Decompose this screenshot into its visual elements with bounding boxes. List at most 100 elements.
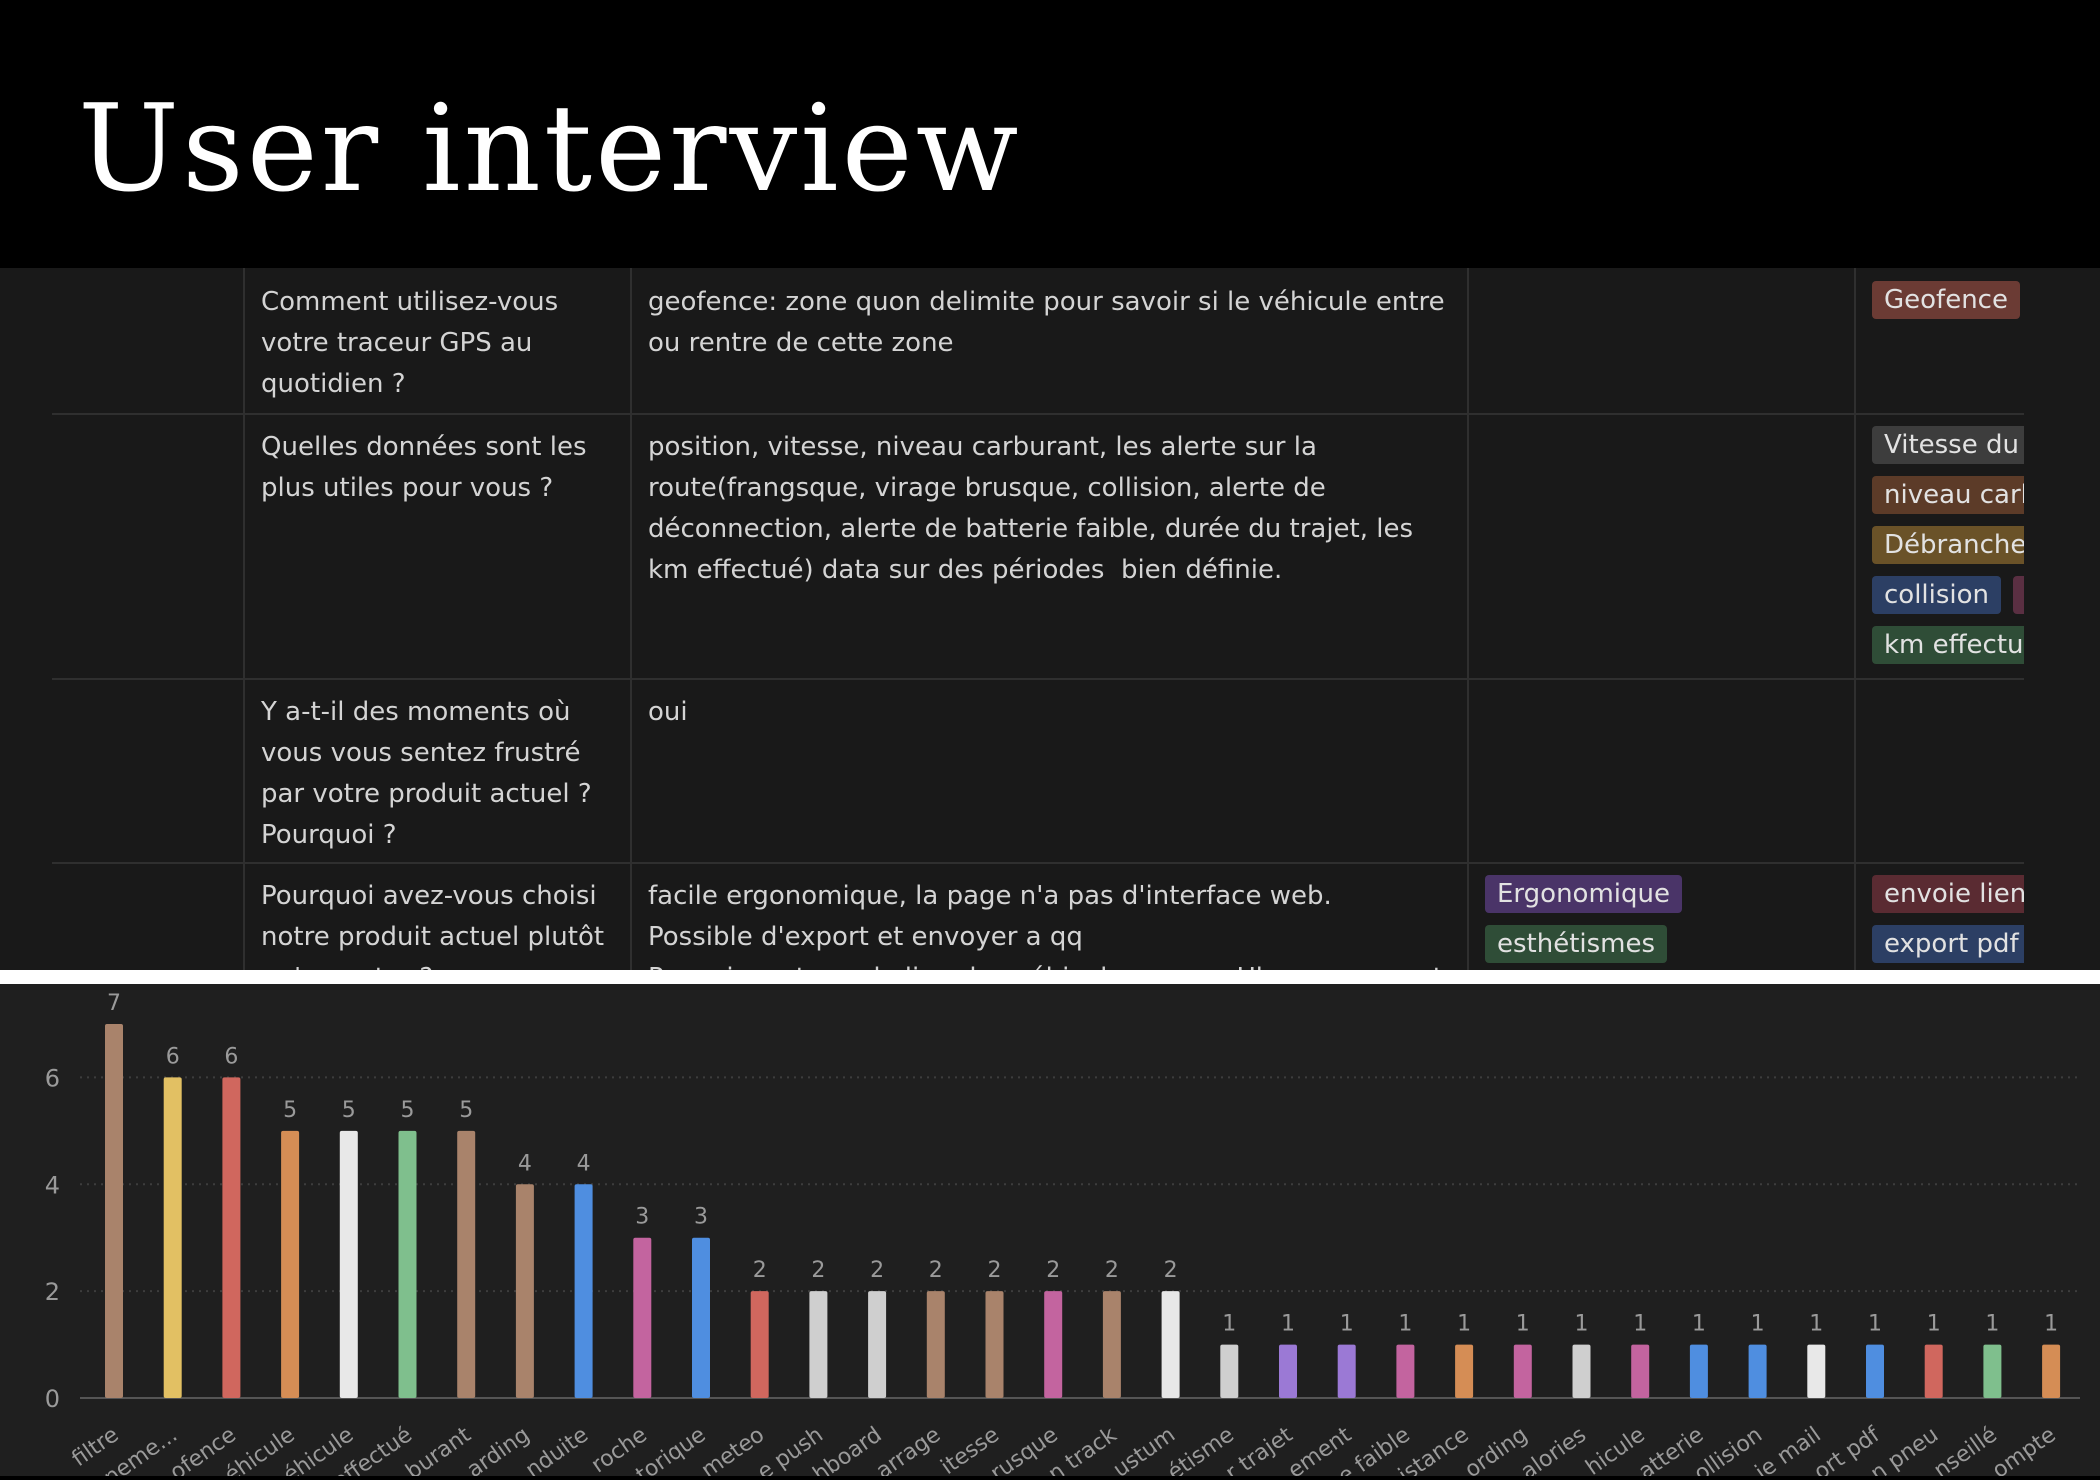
row-number-cell[interactable]: [52, 862, 243, 970]
data-label: 1: [1281, 1312, 1295, 1337]
x-tick-label: n track: [1044, 1422, 1122, 1476]
bar: [222, 1077, 241, 1398]
interview-table: Comment utilisez-vous votre traceur GPS …: [0, 268, 2100, 970]
y-tick-label: 2: [45, 1278, 60, 1306]
table-row: Y a-t-il des moments où vous vous sentez…: [52, 678, 2024, 864]
answer-cell[interactable]: facile ergonomique, la page n'a pas d'in…: [630, 862, 1480, 970]
question-cell[interactable]: Quelles données sont les plus utiles pou…: [243, 413, 630, 678]
bar: [633, 1237, 652, 1398]
data-label: 1: [1751, 1312, 1765, 1337]
bar: [1513, 1344, 1532, 1398]
data-label: 3: [694, 1205, 708, 1230]
bar: [515, 1184, 534, 1398]
data-label: 2: [929, 1258, 943, 1283]
answer-text: position, vitesse, niveau carburant, les…: [648, 432, 1422, 585]
y-tick-label: 6: [45, 1064, 60, 1092]
tags-a-cell[interactable]: Ergonomique esthétismes: [1467, 862, 1854, 970]
data-label: 2: [811, 1258, 825, 1283]
data-label: 5: [459, 1098, 473, 1123]
data-label: 2: [870, 1258, 884, 1283]
tags-a-cell[interactable]: [1467, 678, 1854, 862]
y-tick-label: 4: [45, 1171, 60, 1199]
bar: [1396, 1344, 1415, 1398]
table-row: Comment utilisez-vous votre traceur GPS …: [52, 268, 2024, 415]
tag-geofence[interactable]: Geofence: [1872, 281, 2020, 319]
data-label: 1: [1927, 1312, 1941, 1337]
tag-export-pdf[interactable]: export pdf: [1872, 925, 2031, 963]
data-label: 1: [1692, 1312, 1706, 1337]
question-cell[interactable]: Y a-t-il des moments où vous vous sentez…: [243, 678, 630, 862]
bar: [750, 1291, 769, 1398]
answer-text: oui: [648, 697, 688, 727]
data-label: 7: [107, 991, 121, 1016]
data-label: 3: [635, 1205, 649, 1230]
bar: [1161, 1291, 1180, 1398]
question-cell[interactable]: Comment utilisez-vous votre traceur GPS …: [243, 268, 630, 413]
tags-b-cell[interactable]: [1854, 678, 2100, 862]
bar: [105, 1024, 123, 1398]
bar-chart: 02467filtre6nneme...6ofence5éhicule5éhic…: [45, 991, 2080, 1480]
tag-esthetismes[interactable]: esthétismes: [1485, 925, 1668, 963]
bar: [574, 1184, 593, 1398]
x-tick-label: torique: [632, 1422, 711, 1476]
bar: [809, 1291, 828, 1398]
bar: [1337, 1344, 1356, 1398]
bar: [281, 1130, 300, 1398]
tags-a-cell[interactable]: [1467, 268, 1854, 413]
question-cell[interactable]: Pourquoi avez-vous choisi notre produit …: [243, 862, 630, 970]
data-label: 4: [577, 1151, 591, 1176]
bar: [1983, 1344, 2002, 1398]
bar: [163, 1077, 182, 1398]
tags-a-list: Ergonomique esthétismes: [1485, 875, 1854, 970]
bar: [1044, 1291, 1063, 1398]
bar: [1102, 1291, 1121, 1398]
data-label: 1: [1222, 1312, 1236, 1337]
bar: [1455, 1344, 1474, 1398]
tags-b-cell[interactable]: Geofence: [1854, 268, 2100, 413]
x-tick-label: arding: [463, 1422, 535, 1476]
x-tick-label: arrage: [872, 1422, 945, 1476]
bar: [1924, 1344, 1943, 1398]
header-banner: User interview: [0, 0, 2100, 268]
table-row: Quelles données sont les plus utiles pou…: [52, 413, 2100, 680]
data-label: 4: [518, 1151, 532, 1176]
x-tick-label: istance: [1394, 1422, 1473, 1476]
tag-debrancher[interactable]: Débrancher: [1872, 526, 2050, 564]
data-label: 2: [988, 1258, 1002, 1283]
tag-ergonomique[interactable]: Ergonomique: [1485, 875, 1682, 913]
data-label: 1: [2044, 1312, 2058, 1337]
data-label: 1: [1398, 1312, 1412, 1337]
row-number-cell[interactable]: [52, 678, 243, 862]
x-tick-label: ompte: [1988, 1422, 2061, 1476]
data-label: 1: [1809, 1312, 1823, 1337]
data-label: 5: [283, 1098, 297, 1123]
data-label: 1: [1575, 1312, 1589, 1337]
question-text: Quelles données sont les plus utiles pou…: [261, 432, 595, 503]
tag-frequency-chart: 0 2 4 6 7 filtre 6 nneme... 6 ofence 5 éhicule 5 éhic…: [0, 984, 2100, 1480]
tags-a-cell[interactable]: [1467, 413, 1854, 678]
page-title: User interview: [78, 80, 1022, 219]
separator: [0, 970, 2100, 984]
bar: [1866, 1344, 1884, 1398]
bar: [1689, 1344, 1708, 1398]
question-text: Comment utilisez-vous votre traceur GPS …: [261, 287, 567, 399]
answer-cell[interactable]: position, vitesse, niveau carburant, les…: [630, 413, 1467, 678]
bar: [2042, 1344, 2061, 1398]
bar: [1220, 1344, 1239, 1398]
tag-km-effectue[interactable]: km effectué: [1872, 626, 2052, 664]
answer-cell[interactable]: geofence: zone quon delimite pour savoir…: [630, 268, 1467, 413]
table-right-edge: [2024, 268, 2100, 970]
question-text: Pourquoi avez-vous choisi notre produit …: [261, 881, 605, 970]
bar: [692, 1237, 710, 1398]
data-label: 1: [1516, 1312, 1530, 1337]
answer-cell[interactable]: oui: [630, 678, 1467, 862]
data-label: 6: [166, 1044, 180, 1069]
x-tick-label: burant: [401, 1422, 475, 1476]
bar: [398, 1130, 417, 1398]
x-tick-label: n pneu: [1866, 1422, 1943, 1476]
row-number-cell[interactable]: [52, 413, 243, 678]
tag-collision[interactable]: collision: [1872, 576, 2002, 614]
x-tick-label: nduite: [521, 1422, 593, 1476]
x-tick-label: alories: [1517, 1422, 1591, 1476]
row-number-cell[interactable]: [52, 268, 243, 413]
